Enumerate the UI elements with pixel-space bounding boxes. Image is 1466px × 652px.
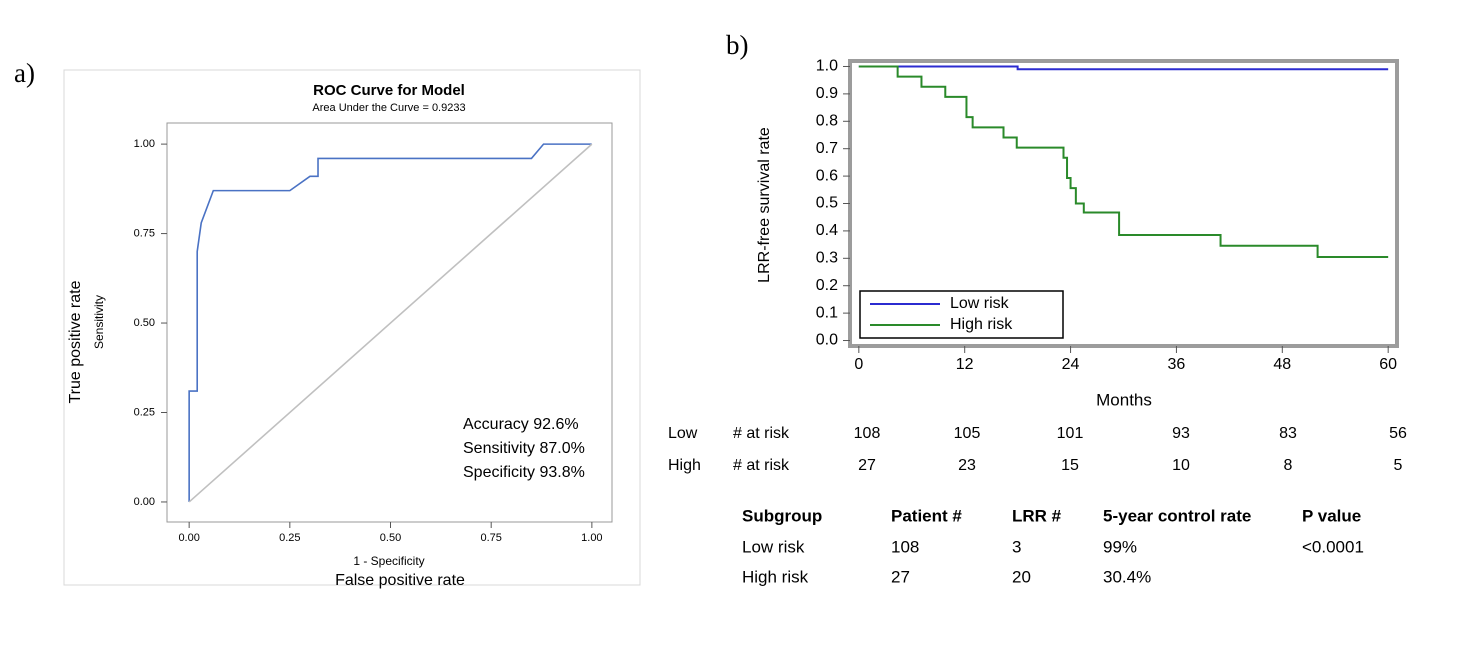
- x-tick-label: 60: [1379, 356, 1397, 373]
- table-cell: High risk: [742, 567, 809, 586]
- table-header: P value: [1302, 506, 1361, 525]
- panel-label: b): [726, 30, 749, 60]
- table-cell: 99%: [1103, 537, 1137, 556]
- y-tick-label: 0.7: [816, 140, 838, 157]
- annotation: Specificity 93.8%: [463, 464, 585, 481]
- y-tick-label: 0.0: [816, 332, 838, 349]
- y-tick-label: 0.2: [816, 277, 838, 294]
- table-cell: 3: [1012, 537, 1021, 556]
- x-tick-label: 0.25: [279, 532, 300, 544]
- title: ROC Curve for Model: [313, 82, 465, 99]
- table-cell: Low risk: [742, 537, 805, 556]
- plot-frame: [166, 122, 613, 523]
- series-line: [858, 65, 1389, 71]
- table-cell: 20: [1012, 567, 1031, 586]
- y-tick-label: 1.0: [816, 58, 838, 75]
- y-tick-label: 0.1: [816, 304, 838, 321]
- x-tick-label: 0.75: [480, 532, 501, 544]
- table-header: Patient #: [891, 506, 962, 525]
- table-header: Subgroup: [742, 506, 822, 525]
- annotation: Accuracy 92.6%: [463, 416, 579, 433]
- y-tick-label: 0.5: [816, 195, 838, 212]
- table-cell: <0.0001: [1302, 537, 1364, 556]
- legend-label: Low risk: [950, 295, 1010, 312]
- table-cell: 27: [891, 567, 910, 586]
- x-tick-label: 1.00: [581, 532, 602, 544]
- risk-count: 108: [854, 425, 881, 442]
- ylabel: Sensitivity: [92, 295, 106, 349]
- subtitle: Area Under the Curve = 0.9233: [312, 102, 465, 114]
- risk-label: # at risk: [733, 457, 790, 474]
- annotation: Sensitivity 87.0%: [463, 440, 585, 457]
- y-tick-label: 0.75: [134, 227, 155, 239]
- risk-count: 10: [1172, 457, 1190, 474]
- y-outer-label: True positive rate: [67, 280, 84, 403]
- x-tick-label: 0: [854, 356, 863, 373]
- risk-label: # at risk: [733, 425, 790, 442]
- y-tick-label: 0.9: [816, 85, 838, 102]
- y-tick-label: 1.00: [134, 138, 155, 150]
- table-cell: 30.4%: [1103, 567, 1151, 586]
- y-tick-label: 0.00: [134, 496, 155, 508]
- roc-panel-frame: [63, 69, 641, 586]
- xlabel: 1 - Specificity: [353, 554, 424, 568]
- risk-count: 105: [954, 425, 981, 442]
- xlabel: Months: [1096, 390, 1152, 409]
- risk-group: Low: [668, 425, 698, 442]
- x-tick-label: 36: [1168, 356, 1186, 373]
- y-tick-label: 0.8: [816, 113, 838, 130]
- risk-count: 83: [1279, 425, 1297, 442]
- legend-box: [859, 290, 1064, 339]
- x-tick-label: 0.00: [178, 532, 199, 544]
- series-line: [188, 143, 592, 502]
- y-tick-label: 0.3: [816, 250, 838, 267]
- x-tick-label: 24: [1062, 356, 1080, 373]
- risk-count: 8: [1284, 457, 1293, 474]
- risk-count: 93: [1172, 425, 1190, 442]
- panel-label: a): [14, 58, 35, 88]
- risk-count: 101: [1057, 425, 1084, 442]
- x-tick-label: 0.50: [380, 532, 401, 544]
- risk-group: High: [668, 457, 701, 474]
- risk-count: 27: [858, 457, 876, 474]
- series-line: [188, 143, 593, 503]
- y-tick-label: 0.25: [134, 406, 155, 418]
- x-tick-label: 12: [956, 356, 974, 373]
- y-tick-label: 0.6: [816, 167, 838, 184]
- risk-count: 56: [1389, 425, 1407, 442]
- x-outer-label: False positive rate: [335, 572, 465, 589]
- ylabel: LRR-free survival rate: [756, 127, 773, 283]
- table-header: 5-year control rate: [1103, 506, 1251, 525]
- risk-count: 15: [1061, 457, 1079, 474]
- table-header: LRR #: [1012, 506, 1062, 525]
- series-line: [858, 65, 1389, 258]
- legend-label: High risk: [950, 316, 1013, 333]
- risk-count: 23: [958, 457, 976, 474]
- y-tick-label: 0.50: [134, 317, 155, 329]
- risk-count: 5: [1394, 457, 1403, 474]
- y-tick-label: 0.4: [816, 222, 838, 239]
- x-tick-label: 48: [1273, 356, 1291, 373]
- table-cell: 108: [891, 537, 919, 556]
